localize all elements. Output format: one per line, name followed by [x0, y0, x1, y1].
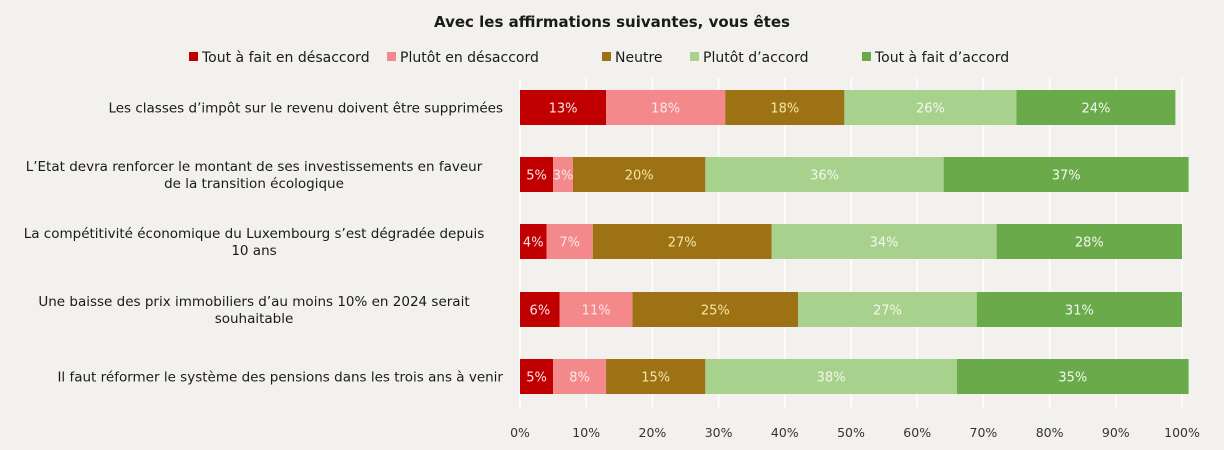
data-label: 34%: [870, 236, 899, 251]
data-label: 20%: [625, 169, 654, 184]
legend: Tout à fait en désaccord Plutôt en désacc…: [189, 50, 1009, 66]
bar-row: 5% 3% 20% 36% 37%: [520, 157, 1189, 192]
bar-segment: [553, 157, 573, 192]
bar-row: 13% 18% 18% 26% 24%: [520, 90, 1176, 125]
bar-row: 6% 11% 25% 27% 31%: [520, 292, 1182, 327]
data-label: 26%: [916, 102, 945, 117]
bar-segment: [844, 90, 1017, 125]
legend-label: Tout à fait d’accord: [874, 50, 1009, 66]
bar-segment: [705, 157, 944, 192]
data-label: 27%: [668, 236, 697, 251]
legend-item: Plutôt en désaccord: [387, 50, 539, 66]
bar-segment: [798, 292, 977, 327]
category-labels: Les classes d’impôt sur le revenu doiven…: [24, 101, 504, 386]
bar-segment: [956, 359, 1189, 394]
data-label: 38%: [817, 371, 846, 386]
bar-segment: [553, 359, 607, 394]
data-label: 18%: [651, 102, 680, 117]
bar-segment: [943, 157, 1189, 192]
data-label: 8%: [569, 371, 590, 386]
bar-segment: [559, 292, 633, 327]
data-label: 37%: [1052, 169, 1081, 184]
legend-label: Plutôt en désaccord: [400, 50, 539, 66]
legend-swatch: [189, 52, 198, 61]
data-label: 28%: [1075, 236, 1104, 251]
legend-item: Neutre: [602, 50, 663, 66]
bar-segment: [520, 359, 554, 394]
data-label: 3%: [553, 169, 574, 184]
bar-segment: [520, 292, 560, 327]
bars: 13% 18% 18% 26% 24% 5% 3% 20% 36% 37% 4% 7% 27% 34% 28…: [520, 90, 1189, 394]
data-label: 27%: [873, 304, 902, 319]
category-label: L’Etat devra renforcer le montant de ses…: [26, 159, 483, 192]
data-label: 36%: [810, 169, 839, 184]
legend-swatch: [602, 52, 611, 61]
x-tick-label: 10%: [572, 425, 600, 440]
bar-segment: [572, 157, 706, 192]
data-label: 11%: [582, 304, 611, 319]
x-axis-ticks: 0% 10% 20% 30% 40% 50% 60% 70% 80% 90% 100%: [510, 425, 1200, 440]
bar-segment: [606, 90, 726, 125]
legend-item: Tout à fait en désaccord: [189, 50, 370, 66]
data-label: 25%: [701, 304, 730, 319]
data-label: 7%: [559, 236, 580, 251]
bar-segment: [520, 90, 607, 125]
data-label: 15%: [641, 371, 670, 386]
x-tick-label: 90%: [1102, 425, 1130, 440]
bar-segment: [520, 224, 547, 259]
bar-segment: [771, 224, 997, 259]
category-label: Il faut réformer le système des pensions…: [57, 370, 503, 386]
x-tick-label: 30%: [705, 425, 733, 440]
bar-segment: [976, 292, 1182, 327]
bar-segment: [725, 90, 845, 125]
x-tick-label: 80%: [1036, 425, 1064, 440]
chart-title: Avec les affirmations suivantes, vous êt…: [434, 13, 790, 31]
bar-row: 5% 8% 15% 38% 35%: [520, 359, 1189, 394]
x-tick-label: 40%: [771, 425, 799, 440]
bar-segment: [606, 359, 706, 394]
bar-segment: [705, 359, 957, 394]
bar-segment: [592, 224, 772, 259]
x-tick-label: 0%: [510, 425, 530, 440]
data-label: 31%: [1065, 304, 1094, 319]
data-label: 35%: [1058, 371, 1087, 386]
data-label: 4%: [523, 236, 544, 251]
data-label: 5%: [526, 169, 547, 184]
data-label: 18%: [770, 102, 799, 117]
legend-item: Plutôt d’accord: [690, 50, 808, 66]
data-label: 6%: [530, 304, 551, 319]
category-label: Une baisse des prix immobiliers d’au moi…: [38, 294, 469, 327]
x-tick-label: 60%: [903, 425, 931, 440]
x-tick-label: 70%: [970, 425, 998, 440]
legend-swatch: [690, 52, 699, 61]
category-label: Les classes d’impôt sur le revenu doiven…: [108, 101, 503, 117]
data-label: 5%: [526, 371, 547, 386]
x-tick-label: 50%: [837, 425, 865, 440]
x-tick-label: 20%: [639, 425, 667, 440]
legend-label: Neutre: [615, 50, 663, 66]
legend-label: Plutôt d’accord: [703, 50, 808, 66]
bar-row: 4% 7% 27% 34% 28%: [520, 224, 1182, 259]
legend-swatch: [862, 52, 871, 61]
bar-segment: [996, 224, 1182, 259]
category-label: La compétitivité économique du Luxembour…: [24, 226, 485, 259]
legend-item: Tout à fait d’accord: [862, 50, 1009, 66]
bar-segment: [546, 224, 593, 259]
legend-swatch: [387, 52, 396, 61]
bar-segment: [632, 292, 799, 327]
bar-segment: [1016, 90, 1176, 125]
data-label: 13%: [549, 102, 578, 117]
legend-label: Tout à fait en désaccord: [201, 50, 370, 66]
x-tick-label: 100%: [1164, 425, 1200, 440]
data-label: 24%: [1081, 102, 1110, 117]
bar-segment: [520, 157, 554, 192]
